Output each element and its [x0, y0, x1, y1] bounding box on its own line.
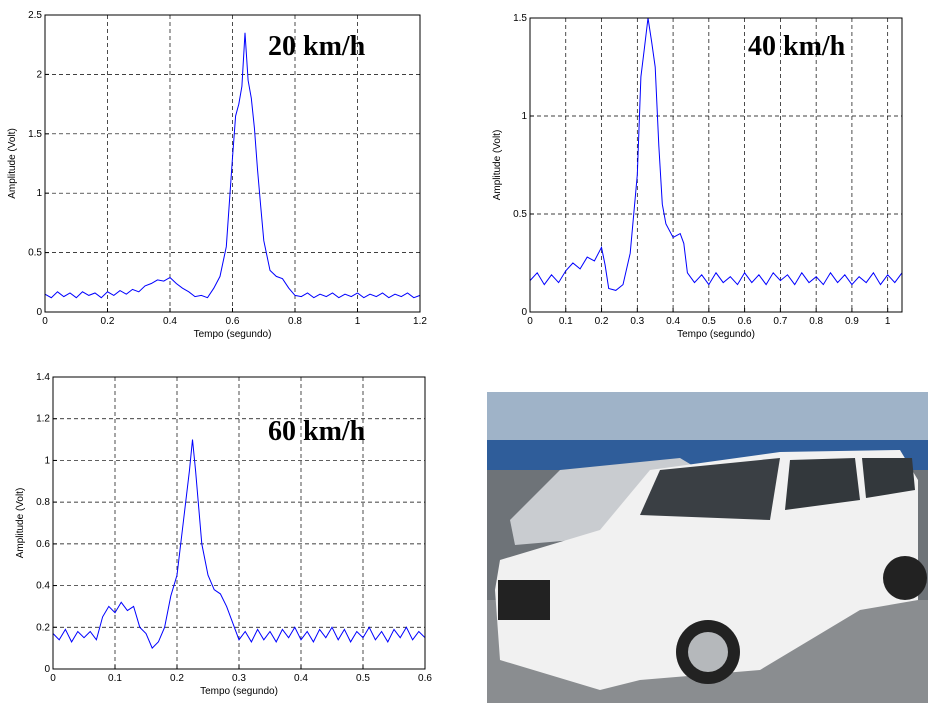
annotation: 20 km/h	[268, 31, 366, 62]
y-axis-label: Amplitude (Volt)	[492, 130, 503, 201]
plot-area	[530, 18, 902, 312]
y-tick-label: 0	[36, 307, 42, 318]
x-tick-label: 0	[42, 316, 48, 327]
x-tick-label: 0.8	[809, 316, 823, 327]
x-tick-label: 0.4	[666, 316, 680, 327]
y-tick-label: 0.4	[36, 581, 50, 592]
x-tick-label: 0.2	[170, 673, 184, 684]
x-tick-label: 0.5	[356, 673, 370, 684]
y-axis-label: Amplitude (Volt)	[15, 488, 26, 559]
y-tick-label: 1.4	[36, 372, 50, 383]
y-tick-label: 1.5	[513, 13, 527, 24]
signal-line	[529, 17, 903, 291]
y-tick-label: 0.2	[36, 622, 50, 633]
annotation: 40 km/h	[748, 31, 846, 62]
y-tick-label: 1.5	[28, 129, 42, 140]
x-tick-label: 0.4	[163, 316, 177, 327]
annotation: 60 km/h	[268, 416, 366, 447]
y-tick-label: 1	[36, 188, 42, 199]
chart: 0 0.1 0.2 0.3 0.4 0.5 0.6 0.7 0.8 0.9 1 0 0.5 1 1.5 Tem…	[492, 13, 903, 340]
y-tick-label: 1	[44, 455, 50, 466]
x-tick-label: 0.9	[845, 316, 859, 327]
x-axis-label: Tempo (segundo)	[677, 329, 755, 340]
x-tick-label: 0.1	[108, 673, 122, 684]
plot-area	[53, 377, 425, 669]
x-tick-label: 1	[355, 316, 361, 327]
signal-line	[52, 439, 426, 649]
x-tick-label: 1	[885, 316, 891, 327]
y-tick-label: 0.5	[513, 209, 527, 220]
y-tick-label: 1.2	[36, 414, 50, 425]
photo-side-windows	[785, 458, 915, 510]
x-axis-label: Tempo (segundo)	[200, 686, 278, 697]
y-tick-label: 2.5	[28, 10, 42, 21]
x-tick-label: 1.2	[413, 316, 427, 327]
y-axis-label: Amplitude (Volt)	[7, 128, 18, 199]
x-tick-label: 0.4	[294, 673, 308, 684]
y-tick-label: 1	[521, 111, 527, 122]
car-photo	[487, 392, 928, 703]
signal-line	[44, 32, 421, 299]
x-tick-label: 0.6	[738, 316, 752, 327]
photo-car	[495, 450, 918, 690]
x-tick-label: 0.8	[288, 316, 302, 327]
x-tick-label: 0.3	[630, 316, 644, 327]
x-axis-label: Tempo (segundo)	[194, 329, 272, 340]
photo-grille	[498, 580, 550, 620]
x-tick-label: 0	[527, 316, 533, 327]
photo-wheel-rear	[883, 556, 927, 600]
x-tick-label: 0.7	[773, 316, 787, 327]
plot-frame	[529, 17, 903, 313]
y-tick-label: 0	[44, 664, 50, 675]
y-tick-label: 0	[521, 307, 527, 318]
x-tick-label: 0.5	[702, 316, 716, 327]
photo-hubcap	[688, 632, 728, 672]
chart: 0 0.1 0.2 0.3 0.4 0.5 0.6 0 0.2 0.4 0.6 0.8 1 1.2 1.4 T…	[15, 372, 432, 697]
x-tick-label: 0.6	[226, 316, 240, 327]
x-tick-label: 0.2	[101, 316, 115, 327]
x-tick-label: 0.1	[559, 316, 573, 327]
photo-windshield	[640, 458, 780, 520]
y-tick-label: 0.8	[36, 497, 50, 508]
y-tick-label: 2	[36, 69, 42, 80]
x-tick-label: 0.6	[418, 673, 432, 684]
x-tick-label: 0	[50, 673, 56, 684]
chart: 0 0.2 0.4 0.6 0.8 1 1.2 0 0.5 1 1.5 2 2.5 Tempo (segu…	[7, 10, 427, 340]
x-tick-label: 0.3	[232, 673, 246, 684]
plot-frame	[52, 376, 426, 670]
y-tick-label: 0.6	[36, 539, 50, 550]
x-tick-label: 0.2	[595, 316, 609, 327]
y-tick-label: 0.5	[28, 248, 42, 259]
plot-frame	[44, 14, 421, 313]
